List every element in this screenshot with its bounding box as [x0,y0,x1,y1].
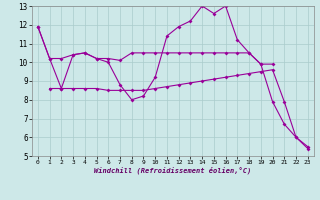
X-axis label: Windchill (Refroidissement éolien,°C): Windchill (Refroidissement éolien,°C) [94,167,252,174]
